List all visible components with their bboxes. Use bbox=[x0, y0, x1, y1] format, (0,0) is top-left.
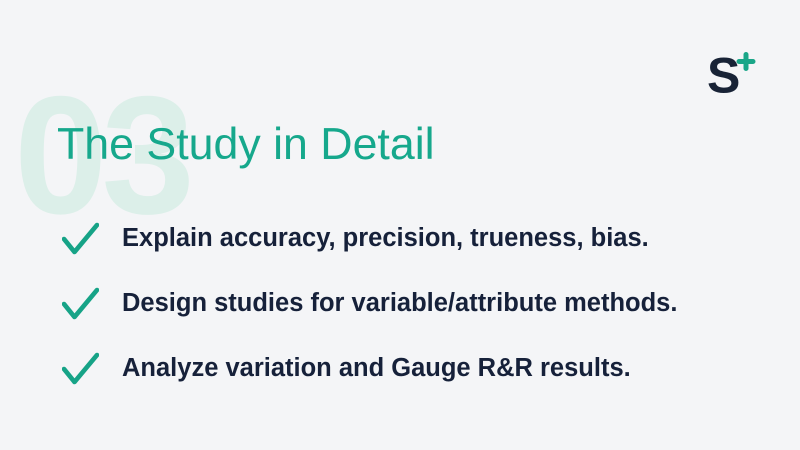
svg-text:S: S bbox=[707, 49, 740, 100]
